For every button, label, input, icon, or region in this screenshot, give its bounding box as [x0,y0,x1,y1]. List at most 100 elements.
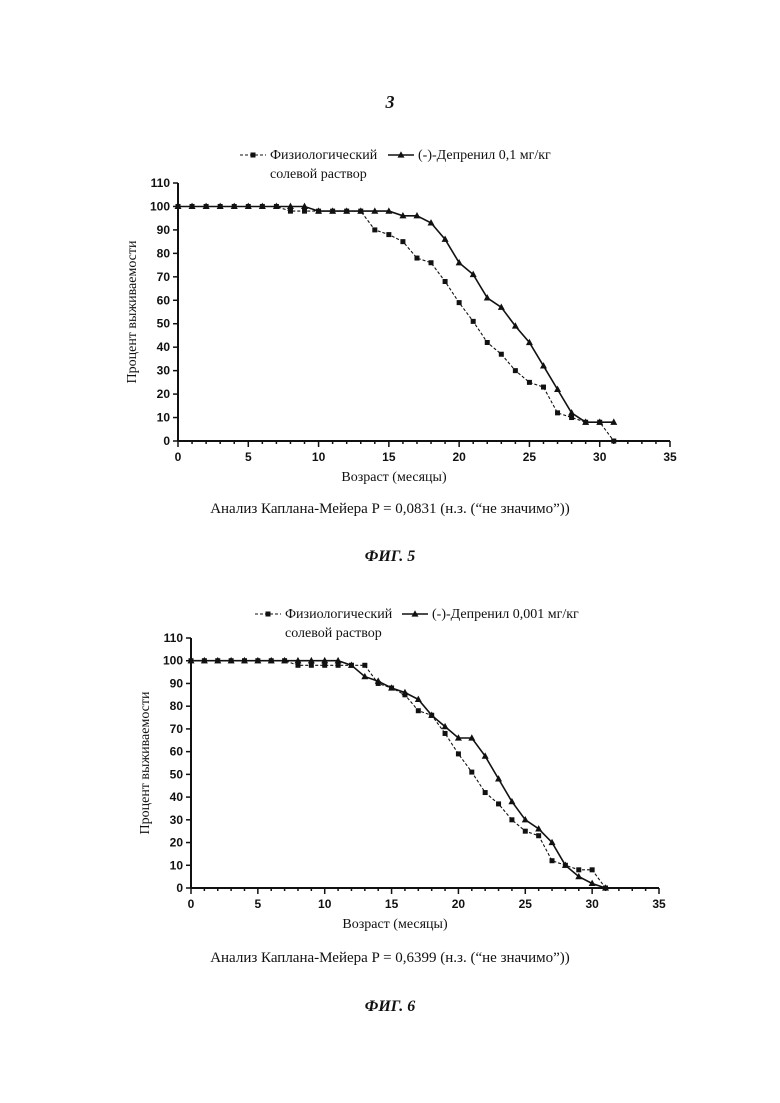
data-point-triangle [329,207,336,213]
data-point-triangle [294,657,301,663]
data-point-square [295,663,300,668]
data-point-triangle [399,212,406,218]
legend-marker-square [251,153,256,158]
data-point-triangle [281,657,288,663]
data-point-triangle [540,362,547,368]
data-point-square [330,209,335,214]
data-point-triangle [188,657,195,663]
data-point-triangle [361,673,368,679]
data-point-square [176,204,181,209]
data-point-square [563,863,568,868]
x-tick-label: 0 [188,897,195,911]
data-point-triangle [512,322,519,328]
legend-label-1: солевой раствор [285,626,382,641]
y-tick-label: 30 [157,364,171,378]
data-point-square [400,239,405,244]
data-point-square [376,681,381,686]
data-point-triangle [268,657,275,663]
legend-label-1: солевой раствор [270,167,367,182]
data-point-square [389,686,394,691]
data-point-triangle [495,775,502,781]
data-point-square [246,204,251,209]
y-tick-label: 10 [170,858,184,872]
x-tick-label: 35 [663,450,677,464]
data-point-square [523,829,528,834]
x-tick-label: 25 [519,897,533,911]
data-point-triangle [245,203,252,209]
data-point-square [456,751,461,756]
data-point-square [576,867,581,872]
data-point-triangle [273,203,280,209]
legend-marker-triangle [412,610,419,616]
data-point-triangle [582,418,589,424]
y-tick-label: 60 [170,745,184,759]
data-point-triangle [301,203,308,209]
data-point-triangle [413,212,420,218]
data-point-triangle [357,207,364,213]
data-point-triangle [428,711,435,717]
data-point-triangle [321,657,328,663]
series-line-1 [191,661,606,888]
figure-5-label: ФИГ. 5 [0,548,780,566]
y-tick-label: 0 [163,434,170,448]
data-point-square [274,204,279,209]
data-point-triangle [610,418,617,424]
data-point-triangle [388,684,395,690]
data-point-square [229,658,234,663]
data-point-triangle [526,339,533,345]
y-tick-label: 10 [157,411,171,425]
data-point-triangle [308,657,315,663]
data-point-square [218,204,223,209]
data-point-triangle [335,657,342,663]
legend-label-2: (-)-Депренил 0,001 мг/кг [432,607,579,622]
data-point-square [457,300,462,305]
data-point-square [513,368,518,373]
x-tick-label: 15 [385,897,399,911]
y-tick-label: 40 [157,340,171,354]
data-point-triangle [535,825,542,831]
data-point-triangle [428,219,435,225]
data-point-square [190,204,195,209]
data-point-triangle [254,657,261,663]
series-line-2 [178,207,614,423]
legend-marker-square [266,612,271,617]
data-point-square [416,708,421,713]
x-tick-label: 10 [312,450,326,464]
data-point-triangle [375,677,382,683]
data-point-triangle [470,271,477,277]
x-tick-label: 0 [175,450,182,464]
y-tick-label: 80 [170,699,184,713]
data-point-square [269,658,274,663]
y-tick-label: 70 [170,722,184,736]
data-point-square [541,385,546,390]
data-point-square [255,658,260,663]
data-point-triangle [568,409,575,415]
data-point-triangle [348,661,355,667]
data-point-square [583,420,588,425]
x-tick-label: 5 [255,897,262,911]
data-point-square [309,663,314,668]
y-tick-label: 30 [170,813,184,827]
data-point-square [414,256,419,261]
data-point-triangle [231,203,238,209]
data-point-square [597,420,602,425]
data-point-square [372,227,377,232]
y-tick-label: 110 [164,631,184,645]
data-point-square [485,340,490,345]
data-point-square [189,658,194,663]
x-tick-label: 15 [382,450,396,464]
data-point-square [242,658,247,663]
data-point-square [499,352,504,357]
y-tick-label: 90 [170,676,184,690]
data-point-square [202,658,207,663]
data-point-square [429,260,434,265]
figure-6-caption: Анализ Каплана-Мейера P = 0,6399 (н.з. (… [0,950,780,967]
x-tick-label: 20 [452,897,466,911]
data-point-square [358,209,363,214]
data-point-triangle [415,696,422,702]
y-axis-label: Процент выживаемости [138,691,153,835]
data-point-triangle [554,386,561,392]
data-point-triangle [401,689,408,695]
data-point-triangle [214,657,221,663]
x-tick-label: 35 [652,897,666,911]
